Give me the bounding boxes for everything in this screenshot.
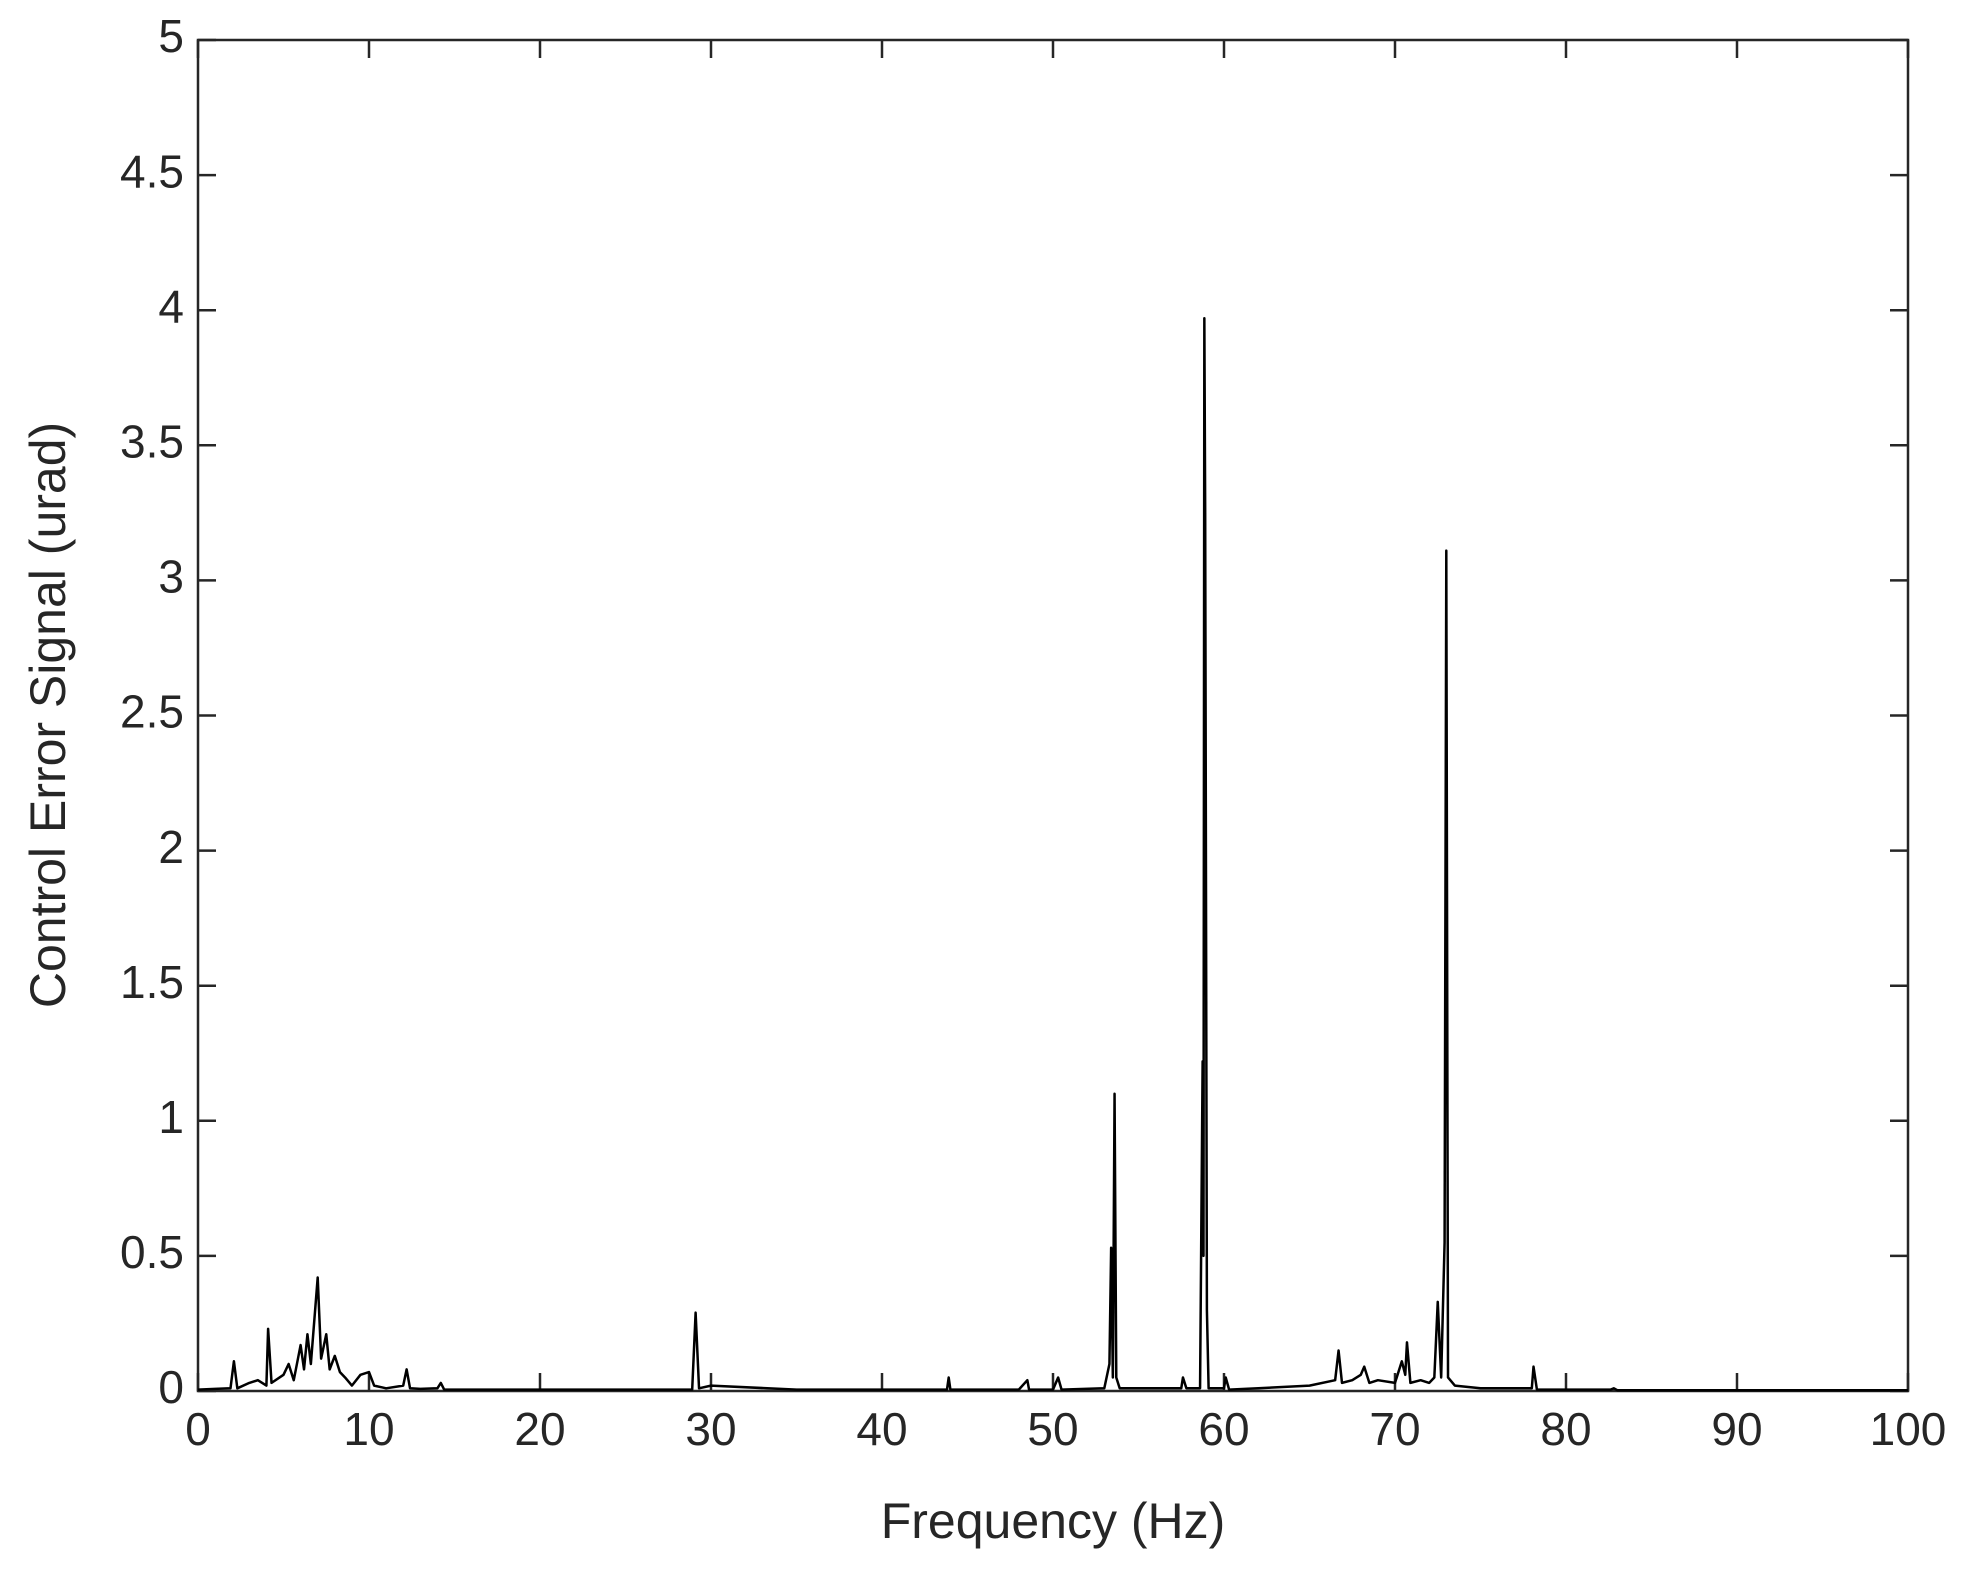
y-tick-label: 3 [158,551,184,603]
y-tick-label: 0.5 [120,1226,184,1278]
x-tick-label: 70 [1369,1403,1420,1455]
y-axis-label: Control Error Signal (urad) [20,422,76,1008]
y-tick-label: 4 [158,280,184,332]
x-tick-label: 60 [1198,1403,1249,1455]
y-tick-label: 2.5 [120,686,184,738]
x-tick-label: 50 [1027,1403,1078,1455]
x-tick-label: 10 [343,1403,394,1455]
x-tick-label: 0 [185,1403,211,1455]
y-tick-label: 4.5 [120,145,184,197]
y-tick-label: 5 [158,10,184,62]
data-line [197,317,1908,1392]
plot-frame [196,38,1910,1393]
x-tick-label: 100 [1870,1403,1947,1455]
y-tick-label: 0 [158,1361,184,1413]
x-tick-label: 90 [1711,1403,1762,1455]
x-tick-label: 80 [1540,1403,1591,1455]
y-tick-label: 3.5 [120,415,184,467]
x-tick-label: 30 [685,1403,736,1455]
x-axis-label: Frequency (Hz) [881,1493,1226,1549]
x-tick-label: 20 [514,1403,565,1455]
y-tick-label: 2 [158,821,184,873]
x-tick-label: 40 [856,1403,907,1455]
y-tick-label: 1.5 [120,956,184,1008]
y-tick-label: 1 [158,1091,184,1143]
